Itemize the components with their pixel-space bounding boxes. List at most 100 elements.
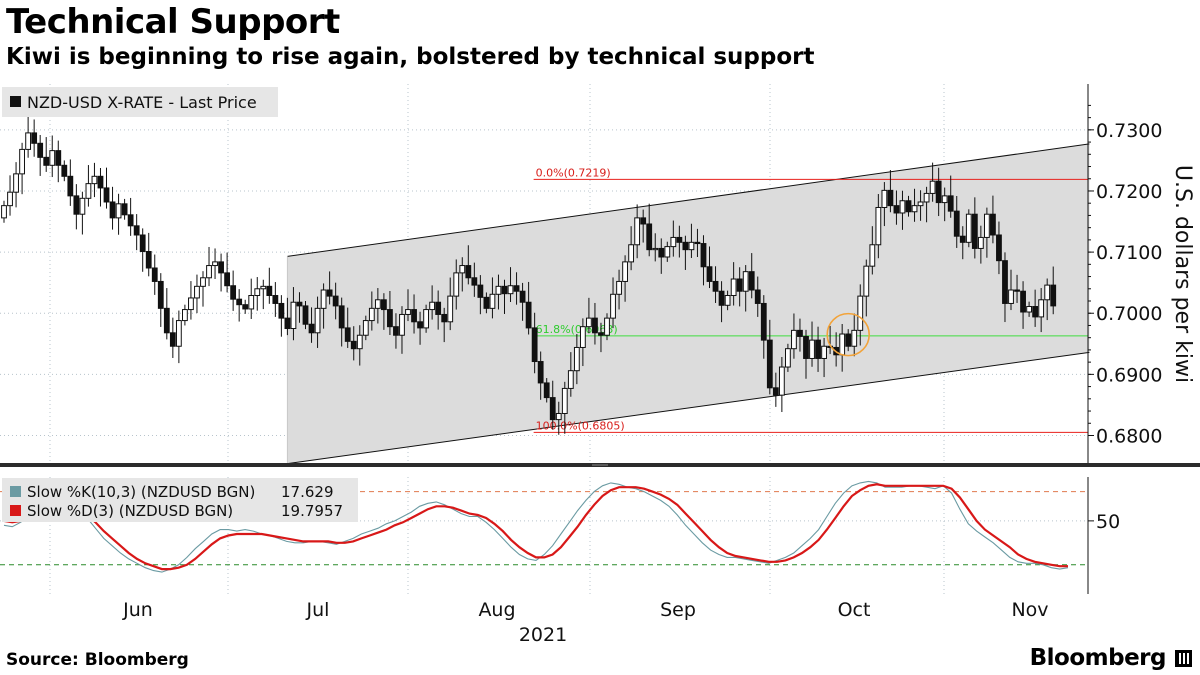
candle-body	[411, 309, 417, 323]
candle-body	[531, 327, 538, 363]
chart-title: Technical Support	[6, 2, 340, 42]
candle-body	[857, 295, 864, 331]
stoch-y-tick-label: 50	[1096, 511, 1120, 533]
candle-body	[248, 295, 255, 310]
stoch-legend-box	[2, 478, 358, 522]
candle-body	[1050, 284, 1057, 307]
candle-body	[31, 132, 38, 144]
candle-body	[724, 295, 731, 306]
candle-body	[604, 317, 610, 336]
candle-body	[676, 236, 683, 243]
candle-body	[350, 340, 357, 350]
candle-body	[133, 225, 140, 236]
candle-body	[706, 266, 713, 282]
candle-body	[990, 213, 996, 236]
candle-body	[839, 333, 846, 356]
candle-body	[435, 301, 442, 315]
candle-body	[754, 289, 761, 304]
candle-body	[194, 285, 200, 299]
candle-body	[236, 298, 243, 306]
candle-body	[785, 348, 791, 368]
candle-body	[700, 243, 707, 268]
candle-body	[429, 301, 436, 311]
candle-body	[175, 320, 182, 347]
candle-body	[778, 366, 785, 396]
candle-body	[332, 295, 339, 307]
channel-fill	[287, 143, 1090, 464]
candle-body	[85, 183, 92, 199]
candle-body	[417, 321, 423, 329]
candle-body	[549, 397, 556, 421]
candle-body	[1032, 306, 1039, 318]
candle-body	[97, 175, 104, 189]
candle-body	[983, 213, 990, 238]
candle-body	[103, 187, 110, 203]
candle-body	[996, 234, 1002, 262]
candle-body	[1014, 289, 1020, 292]
candle-body	[905, 200, 912, 213]
candle-body	[772, 387, 779, 396]
candle-body	[634, 217, 641, 246]
candle-body	[760, 302, 767, 341]
candle-body	[525, 301, 532, 329]
candle-body	[91, 175, 98, 185]
candle-body	[302, 305, 309, 325]
bloomberg-terminal-icon	[1175, 650, 1192, 667]
candle-body	[73, 195, 80, 215]
candle-body	[971, 213, 978, 249]
candle-body	[465, 265, 472, 279]
candle-body	[941, 195, 948, 204]
legend-swatch	[10, 96, 21, 107]
candle-body	[953, 210, 960, 237]
candle-body	[809, 339, 815, 359]
candle-body	[561, 387, 568, 414]
candle-body	[362, 320, 369, 336]
candle-body	[314, 307, 321, 334]
candle-body	[380, 299, 387, 311]
candle-body	[218, 261, 224, 274]
candle-body	[61, 164, 68, 177]
candle-body	[163, 307, 170, 334]
candle-body	[55, 150, 62, 166]
candle-body	[947, 195, 954, 212]
candle-body	[519, 290, 526, 303]
y-axis-label: U.S. dollars per kiwi	[1170, 165, 1195, 383]
candle-body	[344, 327, 351, 342]
candle-body	[923, 192, 930, 203]
candle-body	[296, 301, 303, 307]
candle-body	[495, 285, 502, 295]
stoch-legend-label: Slow %D(3) (NZDUSD BGN)	[27, 502, 233, 520]
candle-body	[652, 247, 659, 251]
x-axis: Jun Jul Aug Sep Oct Nov 2021	[122, 599, 1048, 646]
candle-body	[13, 173, 19, 193]
candle-body	[459, 265, 466, 274]
stochastic-panel: 50 Slow %K(10,3) (NZDUSD BGN) 17.629 Slow %…	[0, 477, 1120, 594]
candle-body	[791, 329, 797, 350]
candle-body	[628, 244, 635, 263]
fib-level-label: 0.0%(0.7219)	[536, 166, 611, 179]
candle-body	[579, 326, 586, 348]
y-tick-label: 0.6800	[1096, 425, 1162, 447]
candle-body	[212, 261, 218, 267]
candle-body	[266, 285, 273, 297]
y-tick-label: 0.7100	[1096, 242, 1162, 264]
candle-body	[115, 203, 122, 219]
candle-body	[893, 205, 900, 214]
candle-body	[694, 241, 701, 245]
chart-subtitle: Kiwi is beginning to rise again, bolster…	[6, 44, 815, 70]
candle-body	[290, 301, 297, 330]
candle-body	[67, 175, 74, 197]
candle-body	[592, 317, 598, 334]
candle-body	[742, 271, 749, 292]
candle-body	[453, 272, 460, 297]
candle-body	[507, 285, 514, 295]
candle-body	[49, 150, 56, 166]
candle-body	[616, 280, 622, 295]
candle-body	[272, 295, 279, 304]
candle-body	[121, 203, 128, 216]
candle-body	[483, 296, 490, 309]
candle-body	[242, 304, 249, 310]
candle-body	[25, 132, 32, 150]
candle-body	[441, 313, 448, 323]
candle-body	[670, 236, 677, 248]
